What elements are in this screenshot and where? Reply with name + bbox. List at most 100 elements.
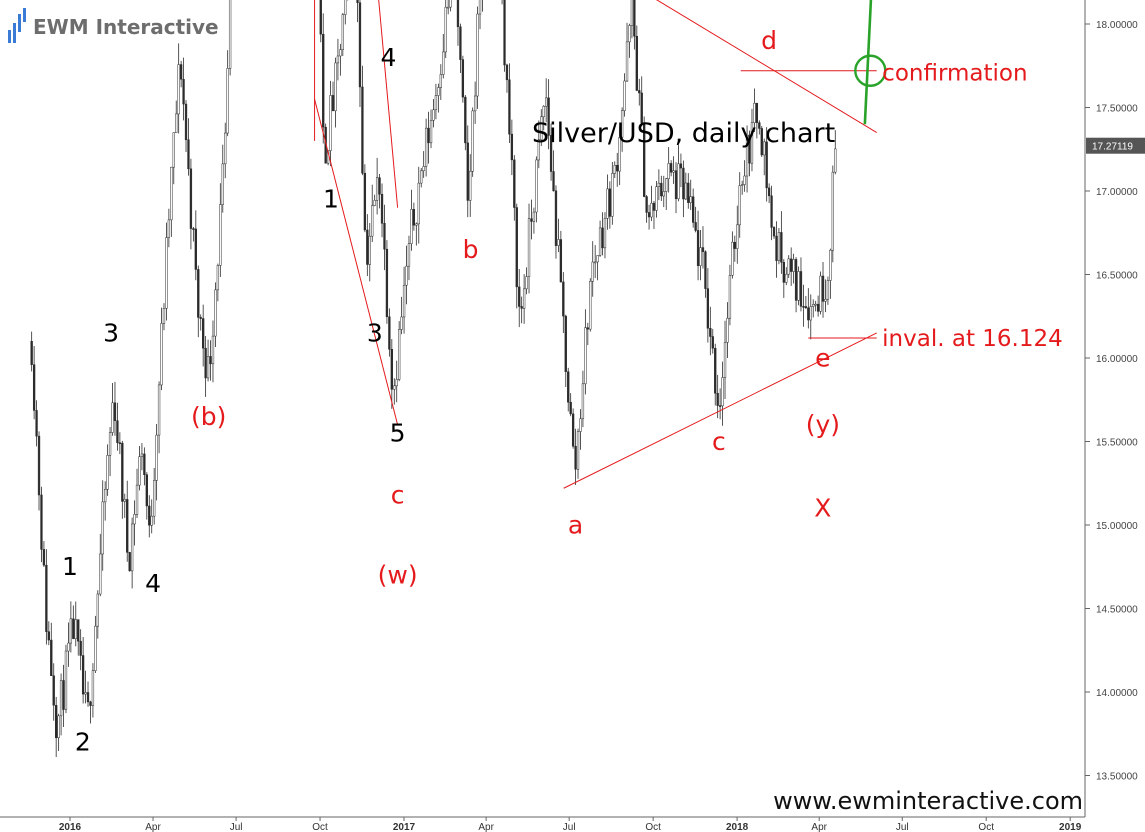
- candle: [375, 157, 379, 215]
- breakout-arrow: [863, 0, 873, 125]
- candle: [40, 486, 43, 563]
- candle: [611, 161, 614, 225]
- wave-label: 3: [367, 318, 383, 347]
- candle: [547, 79, 550, 150]
- wave-label: (b): [191, 402, 226, 431]
- candle: [706, 268, 710, 343]
- candle: [385, 240, 389, 324]
- x-tick-label: 2016: [59, 822, 82, 832]
- trendline: [378, 0, 399, 208]
- candle: [64, 644, 68, 714]
- candle: [437, 83, 440, 113]
- candle: [674, 162, 678, 214]
- candle: [81, 636, 85, 704]
- x-tick-label: Jul: [896, 822, 909, 832]
- candle: [439, 64, 442, 100]
- candle: [84, 670, 87, 704]
- wave-label: 5: [390, 419, 406, 448]
- y-tick-label: 15.00000: [1096, 521, 1138, 532]
- last-price-tag: 17.27119: [1086, 137, 1145, 154]
- candle: [594, 245, 597, 279]
- candle: [794, 257, 798, 313]
- candle: [412, 202, 416, 231]
- candle: [402, 266, 406, 334]
- candle: [407, 235, 411, 281]
- candle: [133, 500, 136, 546]
- candle: [650, 185, 653, 222]
- candle: [194, 210, 197, 281]
- candle: [410, 189, 413, 251]
- candle: [809, 294, 812, 340]
- candle: [709, 306, 712, 356]
- candle: [628, 23, 631, 58]
- candle: [199, 314, 202, 331]
- candle: [189, 158, 193, 250]
- wave-label: 1: [62, 552, 78, 581]
- candle: [52, 663, 55, 721]
- candle: [640, 76, 643, 127]
- candle: [118, 432, 122, 455]
- candle: [444, 0, 447, 59]
- candle: [657, 169, 661, 201]
- candle: [574, 428, 577, 486]
- candle: [780, 211, 783, 274]
- candle: [434, 83, 438, 120]
- x-tick-label: Apr: [811, 822, 827, 832]
- wave-label: 4: [381, 43, 397, 72]
- candle: [111, 383, 114, 436]
- candle: [537, 120, 540, 169]
- candle: [655, 180, 658, 218]
- candle: [589, 278, 592, 332]
- candle: [197, 265, 200, 338]
- wave-label: 4: [145, 569, 161, 598]
- annotations: confirmation inval. at 16.124: [882, 60, 1063, 352]
- candle: [716, 374, 719, 419]
- candle: [459, 23, 462, 74]
- candle: [59, 673, 63, 736]
- candle: [329, 80, 332, 167]
- candle: [148, 495, 151, 538]
- candle: [682, 160, 685, 218]
- wave-label: (y): [806, 410, 840, 439]
- candle: [469, 154, 472, 217]
- wave-label: 3: [103, 318, 119, 347]
- candle: [603, 212, 607, 259]
- candle: [606, 174, 609, 230]
- candle: [202, 304, 205, 367]
- candle: [358, 0, 362, 108]
- candle: [482, 0, 483, 12]
- candle: [478, 0, 482, 30]
- candle: [67, 622, 70, 667]
- candle: [101, 480, 104, 571]
- candle: [738, 172, 741, 238]
- candle: [581, 370, 585, 428]
- trendline: [563, 332, 877, 489]
- wave-label: c: [391, 480, 405, 509]
- price-axis: 13.50000 14.00000 14.50000 15.00000 15.50000…: [1084, 0, 1138, 817]
- candle: [584, 309, 587, 395]
- candle: [635, 25, 638, 92]
- candle: [420, 168, 423, 188]
- candle: [50, 622, 53, 676]
- wave-label: 1: [323, 185, 339, 214]
- wave-label: e: [815, 343, 830, 372]
- candle: [106, 444, 109, 496]
- candle: [549, 123, 553, 181]
- x-tick-label: Apr: [145, 822, 161, 832]
- candle: [689, 179, 692, 210]
- candle: [206, 339, 210, 382]
- candle: [530, 199, 533, 240]
- y-tick-label: 13.50000: [1096, 772, 1138, 783]
- candle: [427, 111, 430, 164]
- candle: [72, 605, 75, 640]
- wave-label: X: [814, 494, 831, 523]
- candle: [130, 517, 134, 589]
- candle: [745, 125, 749, 193]
- candle: [69, 601, 73, 653]
- candle: [373, 194, 376, 207]
- candle: [662, 175, 665, 208]
- candle: [121, 440, 124, 519]
- candle: [442, 34, 445, 79]
- candle: [37, 431, 41, 511]
- candle: [503, 0, 506, 72]
